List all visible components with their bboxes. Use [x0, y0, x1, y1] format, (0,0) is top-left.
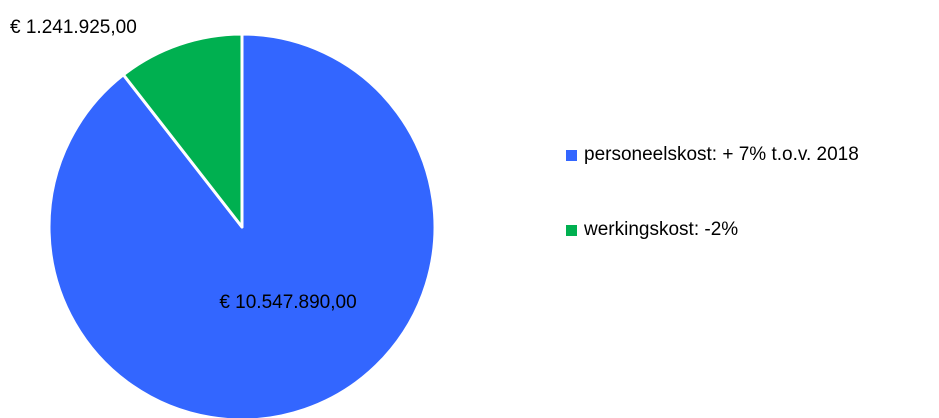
legend-item-werkingskost: werkingskost: -2%	[566, 213, 859, 247]
legend-label-werkingskost: werkingskost: -2%	[584, 219, 739, 240]
legend-swatch-personeelskost	[566, 149, 577, 161]
data-label-werkingskost: € 1.241.925,00	[10, 17, 137, 38]
legend: personeelskost: + 7% t.o.v. 2018 werkings…	[566, 138, 859, 288]
legend-item-personeelskost: personeelskost: + 7% t.o.v. 2018	[566, 138, 859, 172]
pie-data-labels: € 10.547.890,00 € 1.241.925,00	[10, 17, 357, 313]
pie-slices	[47, 32, 437, 418]
legend-swatch-werkingskost	[566, 224, 577, 236]
data-label-personeelskost: € 10.547.890,00	[219, 292, 356, 313]
pie-slice-werkingskost	[121, 32, 244, 229]
pie-slice-personeelskost	[47, 32, 437, 418]
legend-label-personeelskost: personeelskost: + 7% t.o.v. 2018	[584, 144, 859, 165]
